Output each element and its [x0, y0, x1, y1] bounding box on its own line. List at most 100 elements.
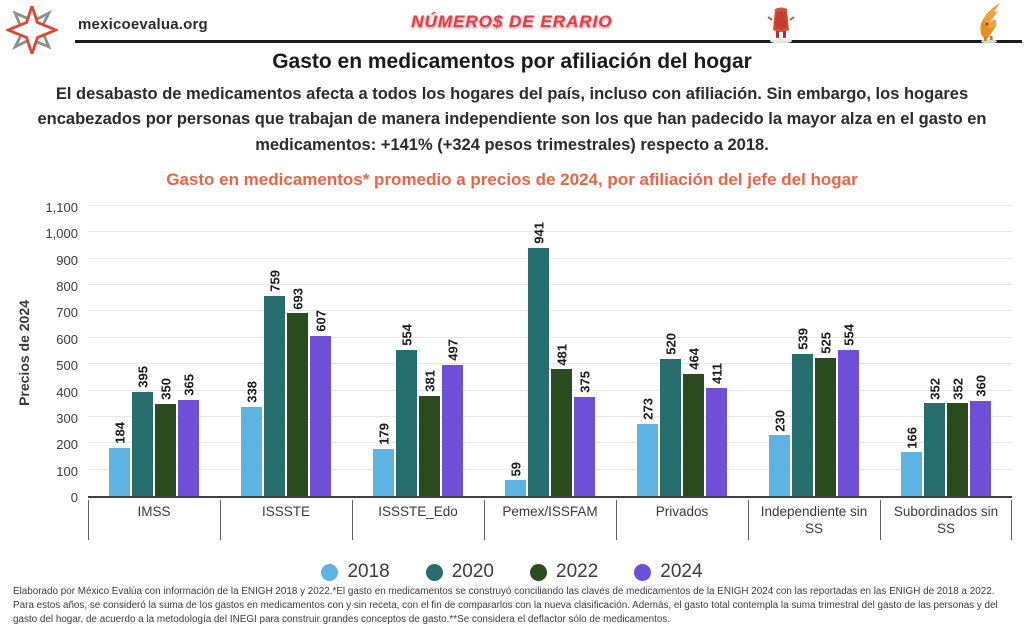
bar-value-label: 759 [267, 270, 282, 292]
footnote: Elaborado por México Evalúa con informac… [13, 586, 998, 625]
bar [132, 391, 153, 496]
bar-value-label: 350 [158, 378, 173, 400]
bar [683, 373, 704, 496]
bar-value-label: 381 [422, 369, 437, 392]
bar-2022: 464 [683, 208, 704, 496]
bar-value-label: 273 [640, 398, 655, 421]
bar [396, 349, 417, 496]
x-axis-tick [880, 500, 881, 540]
bar-2020: 352 [924, 208, 945, 496]
bar-2024: 607 [310, 208, 331, 496]
bar-2024: 411 [706, 208, 727, 496]
bar [109, 447, 130, 496]
bar-2020: 941 [528, 208, 549, 496]
bar-2022: 481 [551, 208, 572, 496]
chart-legend: 2018 2020 2022 2024 [0, 558, 1024, 586]
bar [901, 452, 922, 496]
bar [970, 401, 991, 496]
bar-value-label: 481 [554, 343, 569, 366]
legend-item-2018: 2018 [321, 561, 390, 583]
bar [706, 387, 727, 496]
chart-title: Gasto en medicamentos* promedio a precio… [166, 170, 858, 189]
bar-value-label: 230 [772, 409, 787, 432]
bar [574, 397, 595, 496]
bar [373, 448, 394, 496]
bar-2018: 59 [505, 208, 526, 496]
bar-2018: 338 [241, 208, 262, 496]
legend-swatch-icon [425, 563, 443, 581]
bar-value-label: 360 [973, 375, 988, 398]
bar-value-label: 365 [181, 374, 196, 396]
bar-value-label: 338 [244, 381, 259, 403]
y-tick-label: 0 [70, 490, 78, 505]
bar-group: 179 554 381 497 [352, 208, 484, 496]
x-category-label: Subordinados sin SS [893, 504, 999, 536]
gridline [88, 257, 1012, 259]
bar-2020: 395 [132, 208, 153, 496]
x-axis-tick [220, 500, 221, 540]
bar-group: 184 395 350 365 [88, 208, 220, 496]
y-tick-label: 1,100 [45, 200, 78, 215]
x-axis-tick [748, 500, 749, 540]
legend-item-2022: 2022 [530, 561, 598, 583]
x-axis-tick [88, 500, 89, 540]
bar-group: 166 352 352 360 [880, 208, 1012, 496]
y-tick-label: 600 [56, 331, 78, 347]
bar-value-label: 464 [686, 347, 701, 370]
bar [442, 364, 463, 496]
bar-2024: 375 [574, 208, 595, 496]
site-name: mexicoevalua.org [78, 16, 208, 33]
bar [637, 424, 658, 496]
x-axis: IMSS ISSSTE ISSSTE_Edo Pemex/ISSFAM Privados… [88, 500, 1012, 546]
bar-2020: 759 [264, 208, 285, 496]
bar-value-label: 941 [531, 222, 546, 244]
bar-group: 230 539 525 554 [748, 208, 880, 496]
bar [838, 349, 859, 496]
x-category-label: ISSSTE [261, 504, 310, 519]
legend-label: 2022 [556, 561, 599, 582]
y-tick-label: 400 [56, 384, 78, 400]
legend-item-2020: 2020 [425, 561, 494, 583]
bar-value-label: 693 [290, 287, 305, 310]
x-category-label: Independiente sin SS [760, 504, 868, 536]
x-category-label: Pemex/ISSFAM [502, 504, 598, 519]
x-axis-tick [352, 500, 353, 540]
y-tick-label: 300 [56, 410, 78, 426]
x-category-label: IMSS [137, 504, 171, 519]
bar [924, 403, 945, 496]
gridline [88, 205, 1012, 206]
legend-label: 2024 [660, 561, 703, 582]
legend-swatch-icon [634, 563, 652, 581]
gridline [88, 231, 1012, 233]
bar [947, 403, 968, 496]
legend-swatch-icon [530, 563, 547, 581]
bar [419, 395, 440, 496]
bar-2024: 360 [970, 208, 991, 496]
bar-2024: 497 [442, 208, 463, 496]
gridline [88, 336, 1012, 338]
bar-group: 338 759 693 607 [220, 208, 352, 496]
bar [551, 369, 572, 496]
bar-value-label: 352 [950, 377, 965, 400]
gridline [88, 310, 1012, 312]
mascot-orange-flame-icon [980, 3, 1000, 44]
bar-value-label: 184 [112, 421, 127, 444]
bar-value-label: 375 [577, 371, 592, 394]
bar-value-label: 395 [135, 366, 150, 388]
gridline [88, 389, 1012, 391]
bar [769, 435, 790, 496]
bar-2018: 273 [637, 208, 658, 496]
bar-2022: 352 [947, 208, 968, 496]
bar [505, 480, 526, 496]
bar-2018: 179 [373, 208, 394, 496]
y-tick-label: 800 [56, 279, 78, 295]
x-axis-tick [616, 500, 617, 540]
bar-value-label: 59 [508, 461, 523, 477]
gridline [88, 468, 1012, 470]
bar-group: 59 941 481 375 [484, 208, 616, 496]
bar-2022: 350 [155, 208, 176, 496]
bar [241, 406, 262, 496]
bar-value-label: 520 [663, 333, 678, 355]
bar-2020: 520 [660, 208, 681, 496]
